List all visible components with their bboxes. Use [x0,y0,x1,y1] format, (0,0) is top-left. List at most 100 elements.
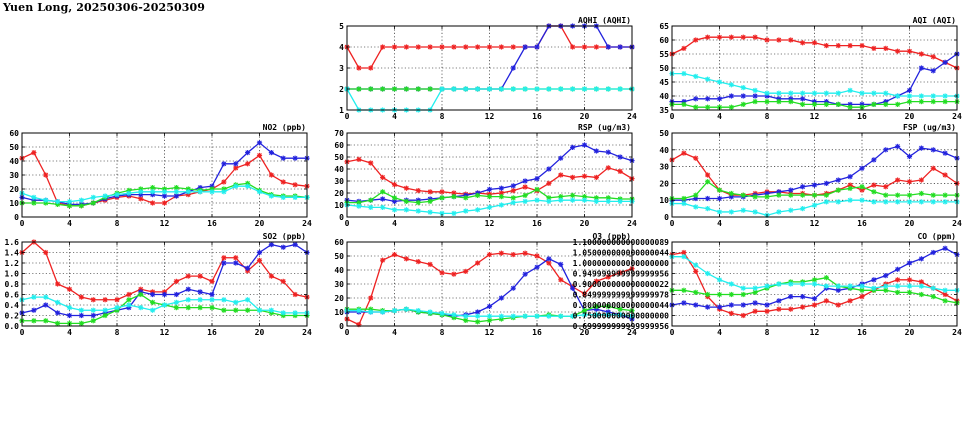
data-point [486,313,493,319]
data-point [209,291,215,298]
data-point [510,65,516,71]
data-point [173,299,179,305]
x-tick-label: 8 [765,328,770,337]
data-point [498,295,504,301]
x-tick-label: 24 [627,219,637,228]
data-point [728,93,734,99]
data-point [43,172,49,178]
data-point [415,188,421,194]
data-point [451,210,457,216]
data-point [705,179,711,185]
data-point [605,274,611,280]
data-point [918,256,924,262]
data-point [498,86,504,92]
data-point [31,318,37,324]
data-point [906,179,913,185]
y-tick-label: 20 [334,189,344,198]
x-tick-label: 12 [810,219,820,228]
data-point [871,182,877,188]
data-point [451,312,457,318]
data-point [78,294,84,300]
x-tick-label: 12 [810,112,820,121]
data-point [764,194,770,200]
x-tick-label: 4 [392,219,397,228]
x-tick-label: 24 [952,112,962,121]
data-point [173,305,179,311]
data-point [368,65,374,71]
data-point [593,86,599,92]
data-point [522,86,528,92]
y-tick-label: 30 [659,163,669,172]
data-point [380,44,386,50]
x-tick-label: 16 [857,219,867,228]
data-point [475,192,481,198]
data-point [859,197,865,203]
data-point [356,203,362,209]
data-point [368,295,374,301]
data-point [161,302,168,308]
data-point [173,185,179,191]
data-point [835,177,841,183]
data-point [823,199,829,205]
data-point [292,194,298,200]
data-point [605,165,611,171]
data-point [593,148,599,154]
data-point [138,305,144,311]
data-point [486,86,493,92]
x-tick-label: 24 [952,219,962,228]
data-point [486,186,493,192]
data-point [233,165,239,171]
data-point [942,172,948,178]
data-point [221,255,227,261]
data-point [522,178,528,184]
data-point [391,207,398,213]
x-tick-label: 12 [485,328,495,337]
chart-title: O3 (ppb) [592,232,631,241]
data-point [883,90,889,96]
data-point [918,93,924,99]
x-tick-label: 4 [717,328,722,337]
data-point [534,197,540,203]
data-point [716,96,723,102]
data-point [693,37,699,43]
data-point [617,198,623,204]
data-point [823,283,829,289]
data-point [356,86,362,92]
data-point [835,101,841,107]
data-point [764,99,770,105]
chart-title: AQI (AQI) [913,16,956,25]
data-point [150,200,156,206]
data-point [883,283,889,289]
data-point [570,144,576,150]
data-point [280,278,286,284]
y-tick-label: 1.4 [5,249,20,258]
data-point [498,313,504,319]
y-tick-label: 1.050000000000000044 [573,249,670,258]
data-point [197,297,203,303]
data-point [427,209,433,215]
y-tick-label: 0.6 [5,291,20,300]
data-point [356,156,362,162]
x-tick-label: 4 [717,219,722,228]
data-point [942,150,948,156]
data-point [835,43,841,49]
data-point [546,313,552,319]
data-point [150,189,156,195]
data-point [368,197,374,203]
data-point [403,86,409,92]
data-point [930,192,936,198]
data-point [942,287,948,293]
data-point [716,291,723,298]
data-point [811,192,818,198]
x-tick-label: 8 [115,328,120,337]
y-tick-label: 1.6 [5,238,20,247]
data-point [439,310,445,316]
y-tick-label: 4 [339,43,344,52]
series-cyan [344,306,635,319]
data-point [859,184,865,190]
data-point [558,155,564,161]
data-point [510,86,516,92]
data-point [114,297,120,303]
data-point [617,306,623,312]
data-point [522,192,528,198]
